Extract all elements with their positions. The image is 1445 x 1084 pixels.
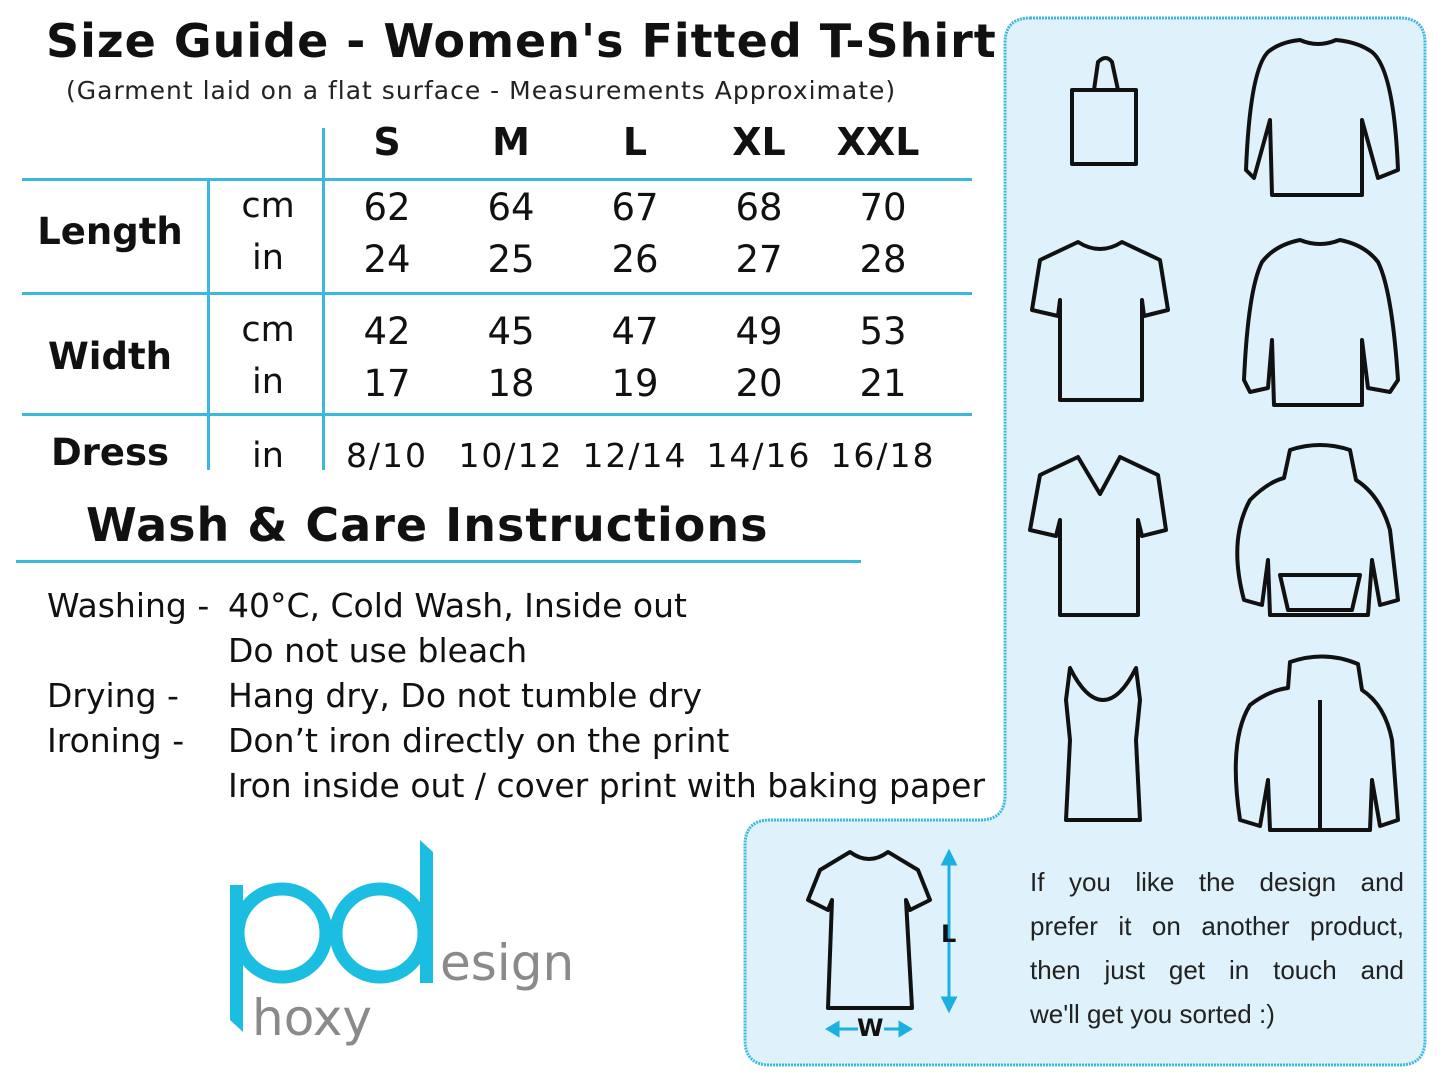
size-cell: 64: [487, 186, 535, 229]
divider: [22, 178, 972, 181]
size-cell: 10/12: [458, 436, 564, 475]
contact-note: If you like the design and prefer it on …: [1030, 860, 1404, 1036]
size-cell: 17: [363, 362, 411, 405]
size-cell: 42: [363, 310, 411, 353]
unit-label: in: [252, 362, 284, 402]
v-neck-tshirt-icon: [1028, 455, 1168, 617]
sweatshirt-icon: [1242, 238, 1400, 407]
size-cell: 21: [859, 362, 907, 405]
size-cell: 67: [611, 186, 659, 229]
care-label: Ironing -: [47, 721, 185, 760]
size-header: L: [622, 120, 648, 164]
size-cell: 12/14: [582, 436, 688, 475]
care-label: Washing -: [47, 586, 210, 625]
size-header: S: [373, 120, 401, 164]
size-cell: 24: [363, 238, 411, 281]
size-cell: 16/18: [830, 436, 936, 475]
size-cell: 28: [859, 238, 907, 281]
zip-hoodie-icon: [1233, 654, 1400, 832]
size-cell: 20: [735, 362, 783, 405]
size-cell: 26: [611, 238, 659, 281]
size-cell: 14/16: [706, 436, 812, 475]
logo-hoxy: hoxy: [252, 989, 372, 1047]
tote-bag-icon: [1070, 56, 1138, 166]
divider: [22, 292, 972, 295]
unit-label: cm: [241, 310, 295, 350]
page-subtitle: (Garment laid on a flat surface - Measur…: [66, 76, 897, 105]
care-value: Iron inside out / cover print with bakin…: [228, 766, 986, 805]
row-label-length: Length: [37, 210, 183, 253]
logo-pd-mark: [231, 882, 431, 984]
care-value: Hang dry, Do not tumble dry: [228, 676, 702, 715]
row-label-width: Width: [47, 335, 172, 378]
size-cell: 53: [859, 310, 907, 353]
size-cell: 8/10: [345, 436, 429, 475]
size-header: XL: [732, 120, 786, 164]
divider: [207, 178, 210, 470]
size-cell: 27: [735, 238, 783, 281]
vest-top-icon: [1064, 666, 1142, 822]
size-cell: 19: [611, 362, 659, 405]
size-cell: 45: [487, 310, 535, 353]
length-label: L: [941, 920, 957, 948]
size-header: M: [492, 120, 530, 164]
note-line: we'll get you sorted :): [1030, 999, 1275, 1029]
dress-diagram-icon: [806, 850, 932, 1010]
note-line: prefer it on another product,: [1030, 911, 1404, 941]
phoxy-design-logo: esign hoxy: [230, 840, 574, 1047]
care-label: Drying -: [47, 676, 179, 715]
care-title: Wash & Care Instructions: [86, 498, 769, 552]
size-cell: 18: [487, 362, 535, 405]
unit-label: in: [252, 436, 284, 476]
divider: [22, 413, 972, 416]
divider: [16, 560, 861, 563]
tshirt-icon: [1030, 240, 1170, 402]
size-cell: 25: [487, 238, 535, 281]
logo-esign: esign: [440, 934, 574, 992]
page-title: Size Guide - Women's Fitted T-Shirt: [46, 14, 997, 68]
size-cell: 70: [859, 186, 907, 229]
note-line: then just get in touch and: [1030, 955, 1404, 985]
care-value: Do not use bleach: [228, 631, 528, 670]
size-cell: 68: [735, 186, 783, 229]
width-label: W: [857, 1014, 884, 1042]
row-label-dress: Dress: [50, 431, 170, 474]
unit-label: in: [252, 238, 284, 278]
care-value: 40°C, Cold Wash, Inside out: [228, 586, 687, 625]
size-cell: 62: [363, 186, 411, 229]
size-cell: 49: [735, 310, 783, 353]
size-header: XXL: [836, 120, 920, 164]
unit-label: cm: [241, 186, 295, 226]
hoodie-icon: [1235, 443, 1400, 617]
size-cell: 47: [611, 310, 659, 353]
care-value: Don’t iron directly on the print: [228, 721, 730, 760]
divider: [322, 128, 325, 470]
note-line: If you like the design and: [1030, 867, 1404, 897]
long-sleeve-tshirt-icon: [1244, 38, 1400, 197]
